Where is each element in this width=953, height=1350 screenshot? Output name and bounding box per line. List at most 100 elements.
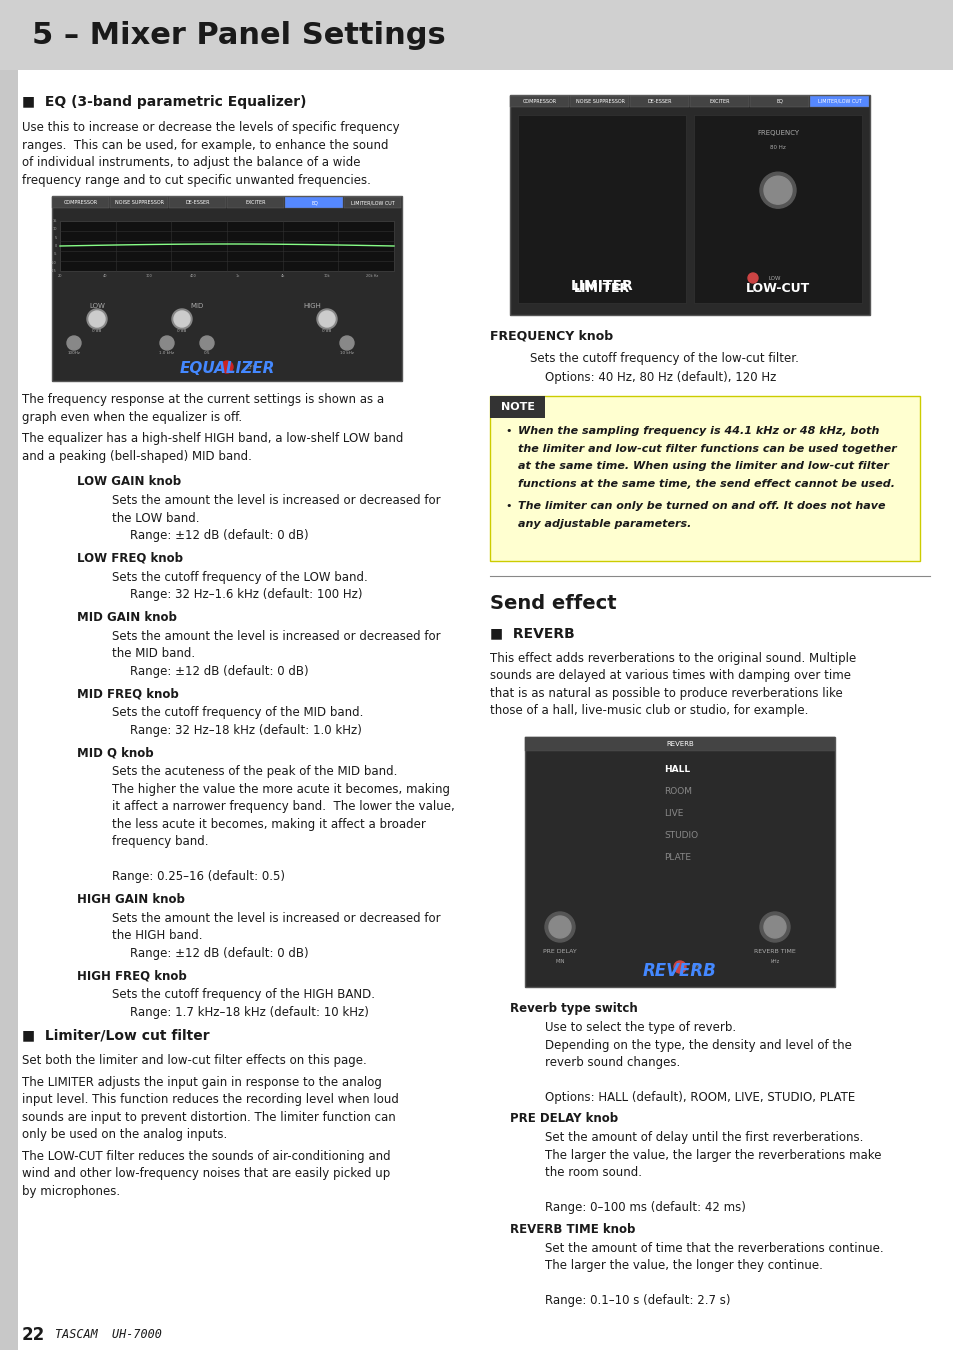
Text: Options: HALL (default), ROOM, LIVE, STUDIO, PLATE: Options: HALL (default), ROOM, LIVE, STU… [544,1091,854,1104]
Text: Range: 1.7 kHz–18 kHz (default: 10 kHz): Range: 1.7 kHz–18 kHz (default: 10 kHz) [130,1006,369,1018]
Text: OFF: OFF [247,364,256,370]
Text: The limiter can only be turned on and off. It does not have: The limiter can only be turned on and of… [517,501,884,512]
Circle shape [87,309,107,329]
Text: 1.0 kHz: 1.0 kHz [159,351,174,355]
Text: Range: 0–100 ms (default: 42 ms): Range: 0–100 ms (default: 42 ms) [544,1202,745,1215]
Bar [111,197,168,208]
Text: REVERB TIME: REVERB TIME [753,949,795,954]
Text: FREQ: FREQ [340,343,354,348]
Text: Sets the cutoff frequency of the LOW band.: Sets the cutoff frequency of the LOW ban… [112,571,367,583]
Text: FREQ: FREQ [68,343,80,348]
Text: The larger the value, the larger the reverberations make: The larger the value, the larger the rev… [544,1149,881,1162]
Text: STUDIO: STUDIO [664,832,698,840]
Text: input level. This function reduces the recording level when loud: input level. This function reduces the r… [22,1094,398,1106]
Bar [490,396,544,418]
Text: ON: ON [691,964,700,969]
Text: -15: -15 [51,269,57,273]
Text: LOW FREQ knob: LOW FREQ knob [77,552,183,564]
Text: 0 dB: 0 dB [177,329,187,333]
Text: 100Hz: 100Hz [68,351,80,355]
Text: COMPRESSOR: COMPRESSOR [64,200,98,205]
Circle shape [200,336,213,350]
Text: LOW-CUT: LOW-CUT [745,282,809,296]
Circle shape [173,310,190,327]
Text: EXCITER: EXCITER [709,99,729,104]
Text: NOISE SUPPRESSOR: NOISE SUPPRESSOR [115,200,164,205]
Text: LIMITER/LOW CUT: LIMITER/LOW CUT [351,200,395,205]
Bar [52,196,401,381]
Text: HIGH FREQ knob: HIGH FREQ knob [77,969,187,981]
Bar [524,737,834,987]
Text: FREQ: FREQ [160,343,173,348]
Text: 0: 0 [54,244,57,248]
Text: EQ: EQ [776,99,782,104]
Text: When the sampling frequency is 44.1 kHz or 48 kHz, both: When the sampling frequency is 44.1 kHz … [517,427,879,436]
Text: MID GAIN knob: MID GAIN knob [77,610,176,624]
Circle shape [763,917,785,938]
Text: LOW: LOW [767,275,780,281]
Text: at the same time. When using the limiter and low-cut filter: at the same time. When using the limiter… [517,460,888,471]
Text: Set the amount of time that the reverberations continue.: Set the amount of time that the reverber… [544,1242,882,1256]
Text: the HIGH band.: the HIGH band. [112,929,202,942]
Text: only be used on the analog inputs.: only be used on the analog inputs. [22,1129,227,1141]
Text: PRE DELAY: PRE DELAY [542,949,577,954]
Text: The frequency response at the current settings is shown as a: The frequency response at the current se… [22,393,384,406]
Text: Use this to increase or decrease the levels of specific frequency: Use this to increase or decrease the lev… [22,122,399,134]
Text: 22: 22 [22,1326,45,1345]
Text: ■  EQ (3-band parametric Equalizer): ■ EQ (3-band parametric Equalizer) [22,95,306,109]
Text: -5: -5 [53,252,57,256]
Text: the room sound.: the room sound. [544,1166,641,1180]
Bar [343,197,400,208]
Text: Set both the limiter and low-cut filter effects on this page.: Set both the limiter and low-cut filter … [22,1054,366,1067]
Text: HIGH GAIN knob: HIGH GAIN knob [77,892,185,906]
Circle shape [747,273,758,284]
Text: functions at the same time, the send effect cannot be used.: functions at the same time, the send eff… [517,478,894,489]
Text: TASCAM  UH-7000: TASCAM UH-7000 [55,1328,162,1342]
Text: the MID band.: the MID band. [112,647,195,660]
Circle shape [221,360,233,373]
Text: REVERB TIME knob: REVERB TIME knob [510,1223,635,1237]
Text: NOTE: NOTE [500,402,534,412]
Text: and a peaking (bell-shaped) MID band.: and a peaking (bell-shaped) MID band. [22,450,252,463]
Text: •: • [504,427,511,436]
Text: Depending on the type, the density and level of the: Depending on the type, the density and l… [544,1038,851,1052]
Circle shape [172,309,192,329]
Bar [285,197,342,208]
Text: kHz: kHz [770,958,779,964]
Bar [510,96,568,107]
Text: 5: 5 [54,236,57,240]
Circle shape [318,310,335,327]
Bar [60,221,394,271]
Text: HIGH: HIGH [303,302,320,309]
Circle shape [316,309,336,329]
Circle shape [763,177,791,204]
Text: Q: Q [205,343,209,348]
Text: 20: 20 [58,274,62,278]
Text: those of a hall, live-music club or studio, for example.: those of a hall, live-music club or stud… [490,705,807,717]
Circle shape [760,913,789,942]
Text: Sets the cutoff frequency of the low-cut filter.: Sets the cutoff frequency of the low-cut… [530,352,798,365]
Bar [0,70,18,1350]
Text: Range: 0.25–16 (default: 0.5): Range: 0.25–16 (default: 0.5) [112,869,285,883]
Bar [569,96,628,107]
Text: GAIN: GAIN [91,321,103,325]
Text: Send effect: Send effect [490,594,616,613]
Text: wind and other low-frequency noises that are easily picked up: wind and other low-frequency noises that… [22,1166,390,1180]
Text: 4k: 4k [280,274,285,278]
Text: 0.5: 0.5 [204,351,210,355]
Text: HALL: HALL [664,765,690,774]
Text: frequency range and to cut specific unwanted frequencies.: frequency range and to cut specific unwa… [22,174,371,186]
Text: LIMITER: LIMITER [574,282,629,296]
Text: 10 kHz: 10 kHz [339,351,354,355]
Text: 100: 100 [146,274,152,278]
Text: Range: 32 Hz–1.6 kHz (default: 100 Hz): Range: 32 Hz–1.6 kHz (default: 100 Hz) [130,589,362,601]
Text: The LOW-CUT filter reduces the sounds of air-conditioning and: The LOW-CUT filter reduces the sounds of… [22,1149,390,1162]
Text: Options: 40 Hz, 80 Hz (default), 120 Hz: Options: 40 Hz, 80 Hz (default), 120 Hz [544,371,776,383]
Text: MID FREQ knob: MID FREQ knob [77,687,178,701]
Text: ■  Limiter/Low cut filter: ■ Limiter/Low cut filter [22,1027,210,1042]
Circle shape [339,336,354,350]
Text: Range: 32 Hz–18 kHz (default: 1.0 kHz): Range: 32 Hz–18 kHz (default: 1.0 kHz) [130,724,361,737]
Text: it affect a narrower frequency band.  The lower the value,: it affect a narrower frequency band. The… [112,801,455,813]
Bar [524,737,834,751]
Text: the less acute it becomes, making it affect a broader: the less acute it becomes, making it aff… [112,818,425,830]
